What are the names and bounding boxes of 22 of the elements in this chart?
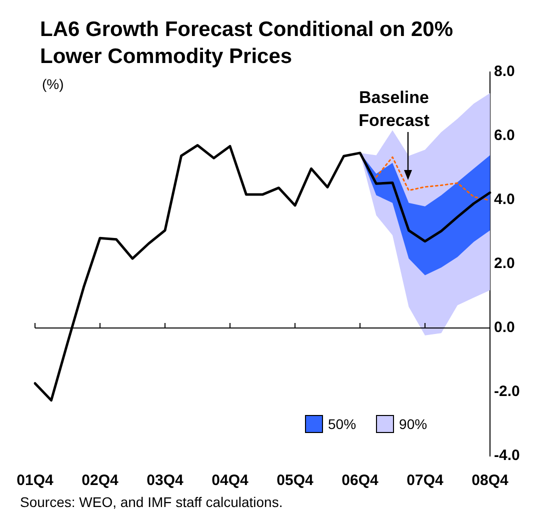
source-note: Sources: WEO, and IMF staff calculations. xyxy=(20,494,283,510)
y-tick-label: -2.0 xyxy=(494,383,520,400)
chart-title: LA6 Growth Forecast Conditional on 20% Lower Commodity Prices xyxy=(40,17,454,70)
y-tick-label: 0.0 xyxy=(494,319,515,336)
legend-label: 50% xyxy=(328,416,356,432)
y-tick-label: 2.0 xyxy=(494,255,515,272)
y-tick-label: 4.0 xyxy=(494,191,515,208)
x-tick-label: 06Q4 xyxy=(342,472,379,490)
annotation: Baseline Forecast xyxy=(358,87,430,132)
x-tick-label: 07Q4 xyxy=(406,472,444,490)
legend-label: 90% xyxy=(399,416,428,432)
line-series xyxy=(376,156,491,202)
y-tick-label: 6.0 xyxy=(494,127,515,144)
x-tick-label: 01Q4 xyxy=(16,472,54,490)
x-tick-label: 02Q4 xyxy=(82,472,119,490)
x-tick-label: 05Q4 xyxy=(276,472,314,490)
x-tick-label: 08Q4 xyxy=(472,472,509,490)
x-tick-label: 04Q4 xyxy=(212,472,249,490)
y-axis-title: (%) xyxy=(42,76,64,92)
y-tick-label: -4.0 xyxy=(494,447,520,464)
x-tick-label: 03Q4 xyxy=(146,472,184,490)
y-tick-label: 8.0 xyxy=(494,63,515,80)
